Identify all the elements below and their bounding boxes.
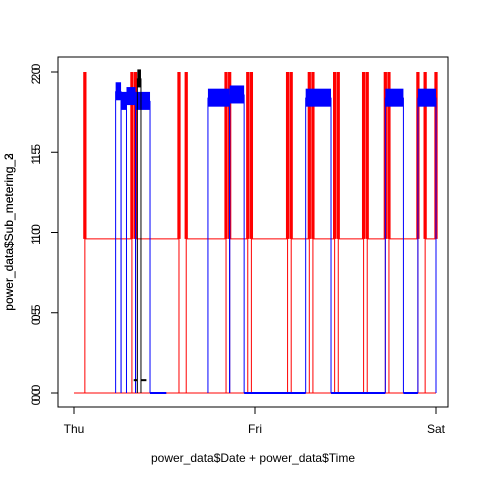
series-black-band xyxy=(137,69,141,88)
y-axis-label-overlay: power_data$Sub_metering_3 xyxy=(2,153,16,311)
series-blue-band xyxy=(121,91,127,110)
series-red-bar xyxy=(224,72,228,239)
y-tick-label-overlay: 0.0 xyxy=(29,388,43,405)
y-tick-label-overlay: 1.5 xyxy=(29,148,43,165)
series-red-bar xyxy=(130,72,134,239)
series-blue-band xyxy=(207,88,230,107)
y-tick-label-overlay: 1.0 xyxy=(29,228,43,245)
series-blue-band xyxy=(229,85,245,104)
x-tick-label: Thu xyxy=(64,422,85,436)
series-blue-band xyxy=(126,87,136,106)
series-blue-band xyxy=(305,88,332,107)
series-red-bar xyxy=(387,72,391,239)
series-red-bar xyxy=(83,72,87,239)
series-red-bar xyxy=(249,72,254,239)
series-red-bar xyxy=(423,72,427,239)
y-axis-label: power_data$Sub_metering_2 xyxy=(2,153,16,311)
x-tick-label: Fri xyxy=(248,422,262,436)
series-red-bar xyxy=(333,72,337,239)
series-blue-band xyxy=(115,82,122,101)
y-tick-label-overlay: 0.5 xyxy=(29,308,43,325)
series-red-bar xyxy=(289,72,293,239)
y-tick-label: 0.0 xyxy=(29,384,43,401)
y-tick-label: 2.0 xyxy=(29,63,43,80)
series-red-bar xyxy=(336,72,340,239)
y-tick-label: 0.5 xyxy=(29,304,43,321)
data-layer xyxy=(74,69,438,394)
y-tick-label: 1.0 xyxy=(29,224,43,241)
series-red-bar xyxy=(361,72,366,239)
x-tick-label: Sat xyxy=(427,422,446,436)
series-blue-band xyxy=(385,88,404,107)
y-axis: 0.00.0 0.50.5 1.01.0 1.51.5 2.02.0 xyxy=(29,63,59,405)
series-red-bar xyxy=(285,72,290,239)
series-red-bar xyxy=(365,72,369,239)
series-red-bar xyxy=(184,72,188,239)
series-red-bar xyxy=(246,72,250,239)
series-blue-band xyxy=(417,88,436,107)
series-red-bar xyxy=(311,72,315,239)
y-tick-label-overlay: 2.0 xyxy=(29,67,43,84)
y-tick-label: 1.5 xyxy=(29,144,43,161)
series-blue-band xyxy=(135,91,151,110)
x-axis: Thu Fri Sat xyxy=(64,406,446,436)
x-axis-label: power_data$Date + power_data$Time xyxy=(151,451,355,465)
series-red-bar xyxy=(307,72,311,239)
series-red-bar xyxy=(177,72,181,239)
